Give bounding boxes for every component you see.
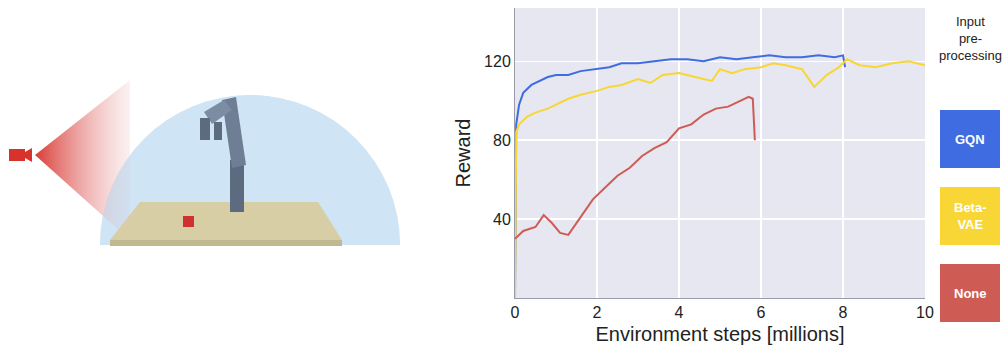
svg-text:120: 120: [484, 53, 511, 70]
svg-text:8: 8: [839, 304, 848, 321]
svg-text:None: None: [954, 286, 987, 301]
svg-text:40: 40: [493, 211, 511, 228]
svg-text:Beta-VAE: Beta-VAE: [954, 200, 987, 232]
svg-text:6: 6: [757, 304, 766, 321]
svg-text:0: 0: [511, 304, 520, 321]
svg-text:10: 10: [916, 304, 934, 321]
svg-text:80: 80: [493, 132, 511, 149]
svg-text:2: 2: [593, 304, 602, 321]
svg-text:Inputpre-processing: Inputpre-processing: [939, 14, 1002, 63]
svg-text:Environment steps [millions]: Environment steps [millions]: [596, 323, 845, 345]
svg-text:GQN: GQN: [955, 132, 985, 147]
svg-text:4: 4: [675, 304, 684, 321]
svg-text:Reward: Reward: [452, 119, 474, 188]
